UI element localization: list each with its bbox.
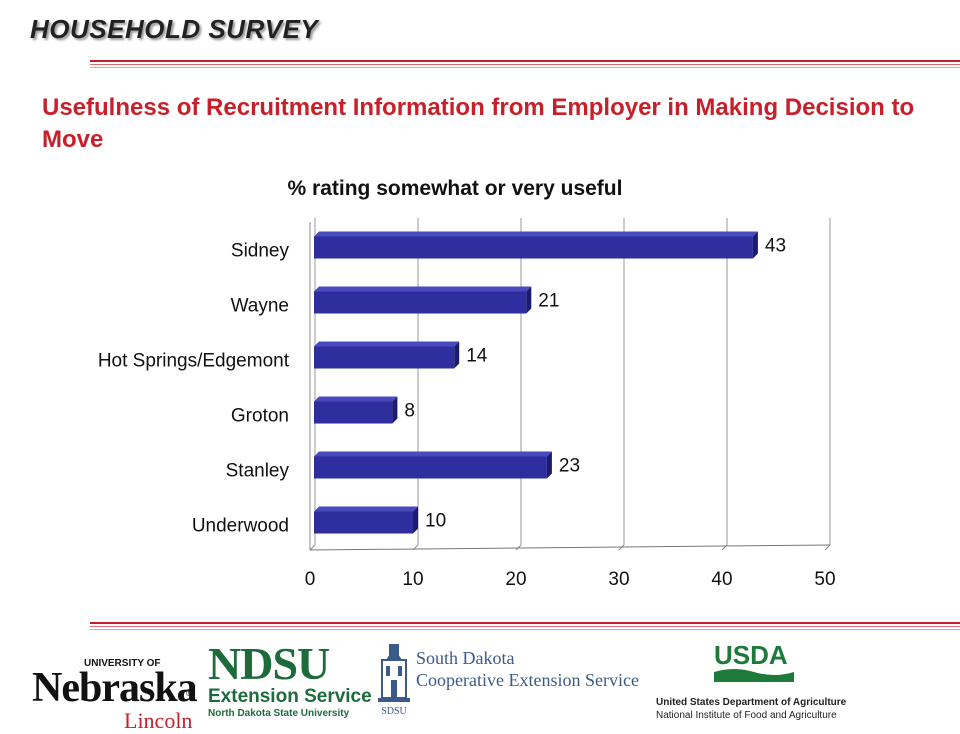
- category-label: Groton: [231, 406, 289, 427]
- usda-mark: USDA: [714, 640, 788, 670]
- category-label: Sidney: [231, 241, 290, 262]
- bar-chart: % rating somewhat or very useful Sidney W…: [98, 177, 836, 590]
- ndsu-logo: NDSU Extension Service North Dakota Stat…: [208, 638, 372, 720]
- bar: [314, 236, 753, 259]
- logo-strip: UNIVERSITY OF Nebraska Lincoln NDSU Exte…: [0, 630, 960, 733]
- usda-line1: United States Department of Agriculture: [656, 697, 847, 708]
- registered-mark: ®: [186, 688, 194, 699]
- slide-title: Usefulness of Recruitment Information fr…: [42, 94, 915, 153]
- bottom-divider: [90, 622, 960, 630]
- bar-top: [314, 231, 758, 237]
- bar-end: [526, 286, 532, 314]
- data-label: 23: [559, 456, 580, 477]
- x-axis: [309, 544, 831, 551]
- nebraska-university-text: UNIVERSITY OF: [84, 658, 161, 669]
- bar-end: [454, 341, 460, 369]
- bar: [314, 456, 547, 479]
- bar-end: [413, 506, 418, 534]
- data-label: 43: [765, 236, 786, 257]
- x-tick-label: 0: [305, 569, 316, 590]
- ndsu-service: Extension Service: [208, 686, 372, 707]
- top-divider: [90, 60, 960, 68]
- header-title: HOUSEHOLD SURVEY: [30, 14, 319, 44]
- usda-mark-icon: USDA: [714, 640, 794, 682]
- x-tick-label: 20: [505, 569, 526, 590]
- bar-top: [314, 506, 418, 512]
- bar-end: [752, 231, 758, 259]
- ndsu-name: NDSU: [208, 638, 330, 689]
- usda-line2: National Institute of Food and Agricultu…: [656, 710, 837, 721]
- category-label: Hot Springs/Edgemont: [98, 351, 290, 372]
- bar: [314, 511, 413, 534]
- nebraska-name: Nebraska: [32, 665, 198, 711]
- gridline-foot: [824, 544, 831, 551]
- x-tick-label: 10: [402, 569, 423, 590]
- bar: [314, 291, 527, 314]
- data-label: 8: [404, 401, 415, 422]
- nebraska-campus: Lincoln: [124, 708, 193, 733]
- sdsu-mark: SDSU: [381, 706, 407, 716]
- x-tick-label: 40: [711, 569, 732, 590]
- bar-top: [314, 341, 460, 347]
- category-label: Wayne: [231, 296, 289, 317]
- data-label: 10: [425, 511, 446, 532]
- data-label: 14: [466, 346, 488, 367]
- data-label: 21: [538, 291, 559, 312]
- chart-title: % rating somewhat or very useful: [288, 177, 623, 200]
- bar: [314, 346, 455, 369]
- gridline-foot: [309, 544, 316, 551]
- sd-line2: Cooperative Extension Service: [416, 670, 639, 690]
- category-label: Stanley: [226, 461, 290, 482]
- ndsu-university: North Dakota State University: [208, 708, 350, 719]
- category-label: Underwood: [192, 516, 289, 537]
- bar: [314, 401, 393, 424]
- x-tick-label: 50: [814, 569, 835, 590]
- sdsu-building-icon: SDSU: [378, 644, 410, 717]
- bar-end: [392, 396, 398, 424]
- sdsu-logo: SDSU South Dakota Cooperative Extension …: [376, 642, 639, 721]
- x-tick-label: 30: [608, 569, 629, 590]
- bar-top: [314, 451, 552, 457]
- sd-line1: South Dakota: [416, 648, 515, 668]
- bar-end: [546, 451, 552, 479]
- bar-top: [314, 396, 398, 402]
- bar-top: [314, 286, 532, 292]
